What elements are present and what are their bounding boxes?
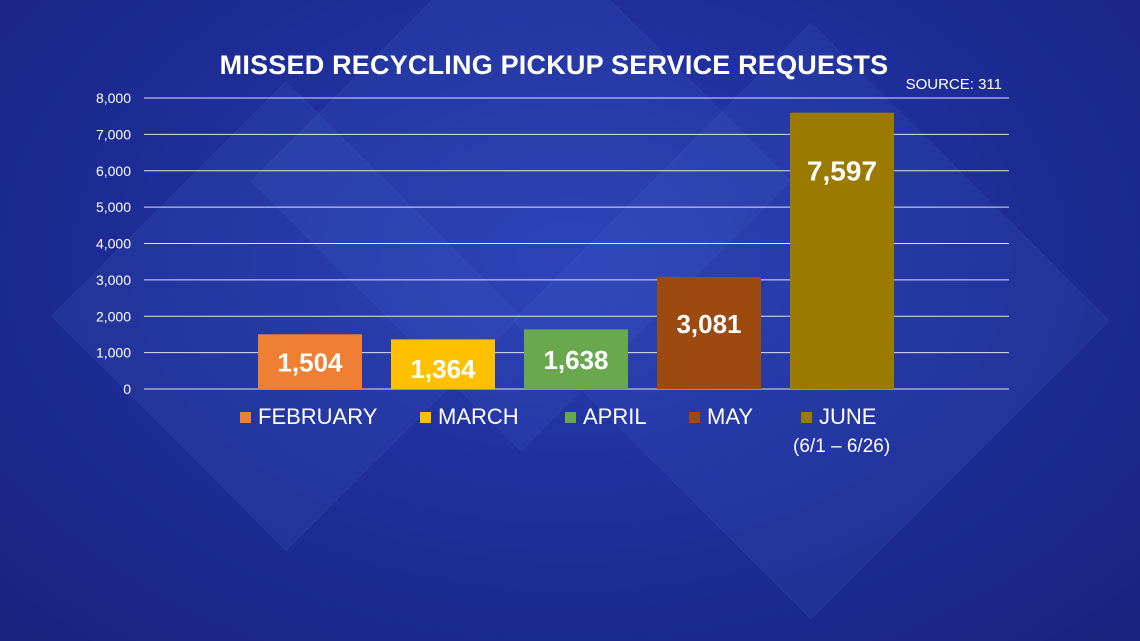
- source-label: SOURCE: 311: [905, 76, 1002, 93]
- data-label: 1,364: [410, 354, 476, 384]
- legend-label: JUNE: [819, 404, 877, 429]
- y-tick-label: 4,000: [96, 236, 131, 252]
- data-label: 1,504: [277, 348, 343, 378]
- data-label: 7,597: [807, 156, 877, 187]
- chart-title: MISSED RECYCLING PICKUP SERVICE REQUESTS: [219, 50, 889, 80]
- legend-item: JUNE: [801, 404, 876, 430]
- y-tick-label: 6,000: [96, 163, 131, 179]
- legend-label: MARCH: [438, 404, 519, 429]
- bar-may: [657, 276, 761, 389]
- y-tick-label: 0: [123, 381, 131, 397]
- legend-swatch: [565, 411, 576, 423]
- y-tick-label: 2,000: [96, 308, 131, 324]
- legend-item: MARCH: [420, 404, 519, 430]
- legend-swatch: [801, 411, 812, 423]
- y-tick-label: 3,000: [96, 272, 131, 288]
- legend-label: APRIL: [583, 404, 647, 429]
- bar-february: [258, 334, 362, 389]
- legend-item: MAY: [689, 404, 753, 430]
- chart-legend: FEBRUARY MARCH APRIL MAY JUNE (6/1 – 6/26): [0, 404, 1140, 474]
- bar-april: [524, 329, 628, 389]
- data-label: 3,081: [676, 309, 741, 339]
- legend-item: APRIL: [565, 404, 647, 430]
- legend-swatch: [240, 411, 251, 423]
- bar-june: [790, 112, 894, 390]
- y-tick-label: 5,000: [96, 199, 131, 215]
- legend-swatch: [689, 411, 700, 423]
- y-tick-label: 1,000: [96, 345, 131, 361]
- legend-label: MAY: [707, 404, 754, 429]
- legend-label: FEBRUARY: [258, 404, 378, 429]
- legend-swatch: [420, 411, 431, 423]
- y-tick-label: 8,000: [96, 90, 131, 106]
- y-tick-label: 7,000: [96, 126, 131, 142]
- data-label: 1,638: [543, 345, 608, 375]
- bar-march: [391, 339, 495, 389]
- legend-note: (6/1 – 6/26): [793, 436, 891, 457]
- legend-item: FEBRUARY: [240, 404, 377, 430]
